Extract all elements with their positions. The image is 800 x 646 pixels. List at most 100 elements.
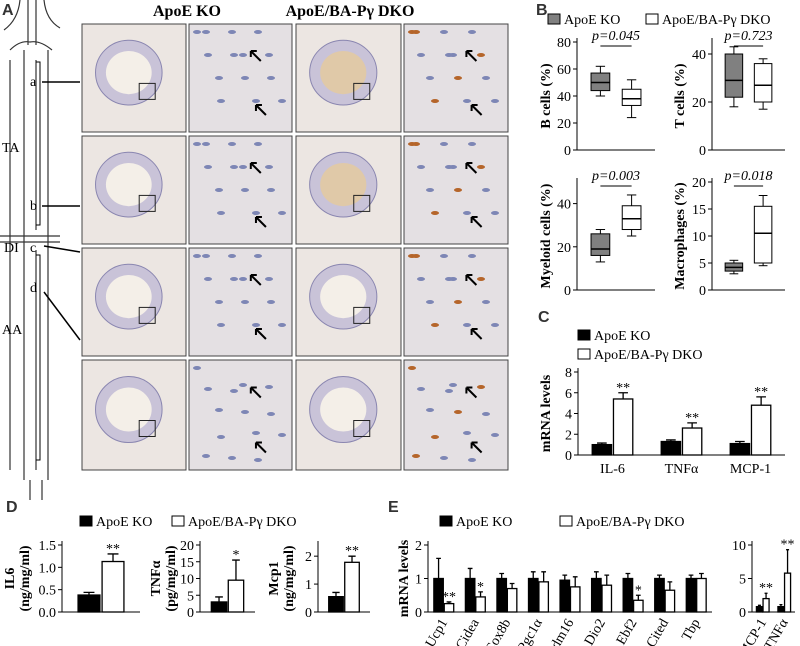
nucleus [454, 300, 462, 304]
error-bar [688, 574, 694, 579]
nucleus [215, 188, 223, 192]
nucleus [267, 76, 275, 80]
error-bar [530, 571, 536, 579]
nucleus [241, 76, 249, 80]
box [753, 63, 773, 103]
bar [660, 440, 682, 456]
nucleus [431, 435, 439, 439]
y-tick-label: 0 [699, 284, 706, 299]
error-bar [625, 572, 631, 579]
nucleus [267, 412, 275, 416]
nucleus [477, 277, 485, 281]
nucleus [217, 323, 225, 327]
nucleus [204, 165, 212, 169]
legend-swatch [547, 13, 561, 25]
x-tick-label: TNFα [665, 462, 699, 477]
bar [762, 597, 770, 613]
nucleus [241, 410, 249, 414]
arrow [254, 328, 267, 340]
y-tick-label: 40 [692, 48, 706, 63]
y-axis-label: (ng/mg/ml) [18, 545, 33, 611]
nucleus [482, 188, 490, 192]
significance: ** [754, 385, 768, 400]
nucleus [254, 254, 262, 258]
panel-label: C [538, 309, 550, 326]
nucleus [482, 412, 490, 416]
p-value: p=0.723 [724, 29, 773, 44]
bar [569, 586, 581, 613]
y-tick-label: 5 [739, 573, 746, 588]
arrow [470, 441, 483, 454]
panel-label: E [388, 499, 399, 516]
x-tick-label: Cited [644, 617, 672, 646]
nucleus [217, 99, 225, 103]
diagram-arrows [42, 81, 81, 341]
nucleus [412, 454, 420, 458]
nucleus [202, 142, 210, 146]
bar [685, 577, 697, 613]
error-bar [618, 392, 628, 399]
box [753, 205, 773, 264]
bar [496, 577, 508, 613]
nucleus [440, 254, 448, 258]
arrow [249, 50, 262, 62]
nucleus [204, 387, 212, 391]
error-bar [666, 439, 676, 442]
y-axis-label: Mcp1 [267, 561, 282, 595]
zoom-box [353, 82, 371, 100]
nucleus [228, 456, 236, 460]
error-bar [478, 591, 483, 597]
y-tick-label: 2 [565, 428, 572, 443]
nucleus [252, 431, 260, 435]
arrow [470, 328, 483, 340]
nucleus [426, 188, 434, 192]
y-tick-label: 4 [565, 408, 572, 423]
arrow [470, 216, 483, 228]
nucleus [477, 385, 485, 389]
y-tick-label: 0 [187, 606, 194, 621]
error-bar [509, 582, 515, 589]
nucleus [252, 323, 260, 327]
y-tick-label: 6 [565, 387, 572, 402]
error-bar [332, 591, 340, 597]
x-tick-label: Ebf2 [614, 617, 641, 646]
nucleus [193, 142, 201, 146]
bar [464, 577, 476, 613]
nucleus [230, 277, 238, 281]
nucleus [278, 99, 286, 103]
nucleus [230, 53, 238, 57]
nucleus [239, 53, 247, 57]
error-bar [786, 549, 790, 574]
legend-label: ApoE/BA-Pγ DKO [188, 515, 296, 530]
nucleus [445, 389, 453, 393]
y-tick-label: 10 [692, 230, 706, 245]
error-bar [735, 440, 745, 444]
bar [729, 442, 751, 456]
bar [783, 572, 792, 613]
nucleus [477, 165, 485, 169]
zoom-box [138, 306, 156, 324]
y-axis-label: T cells (%) [673, 63, 688, 128]
nucleus [239, 277, 247, 281]
nucleus [193, 30, 201, 34]
zoom-box [138, 194, 156, 212]
bar [601, 584, 613, 613]
bar [101, 560, 125, 613]
nucleus [468, 142, 476, 146]
y-tick-label: 2 [305, 550, 312, 565]
bar [632, 599, 644, 613]
y-tick-label: 1.5 [39, 539, 57, 554]
bar [559, 579, 571, 613]
diagram-labels: a TA b DI c d AA [2, 75, 37, 338]
x-tick-label: Ucp1 [423, 617, 451, 646]
nucleus [278, 433, 286, 437]
y-tick-label: 0 [739, 606, 746, 621]
vessel-lumen [320, 51, 367, 95]
nucleus [408, 366, 416, 370]
nucleus [454, 410, 462, 414]
arrow [249, 386, 262, 399]
error-bar [779, 603, 783, 607]
y-tick-label: 40 [557, 198, 571, 213]
significance: ** [759, 581, 773, 596]
diagram-label: TA [2, 141, 20, 156]
